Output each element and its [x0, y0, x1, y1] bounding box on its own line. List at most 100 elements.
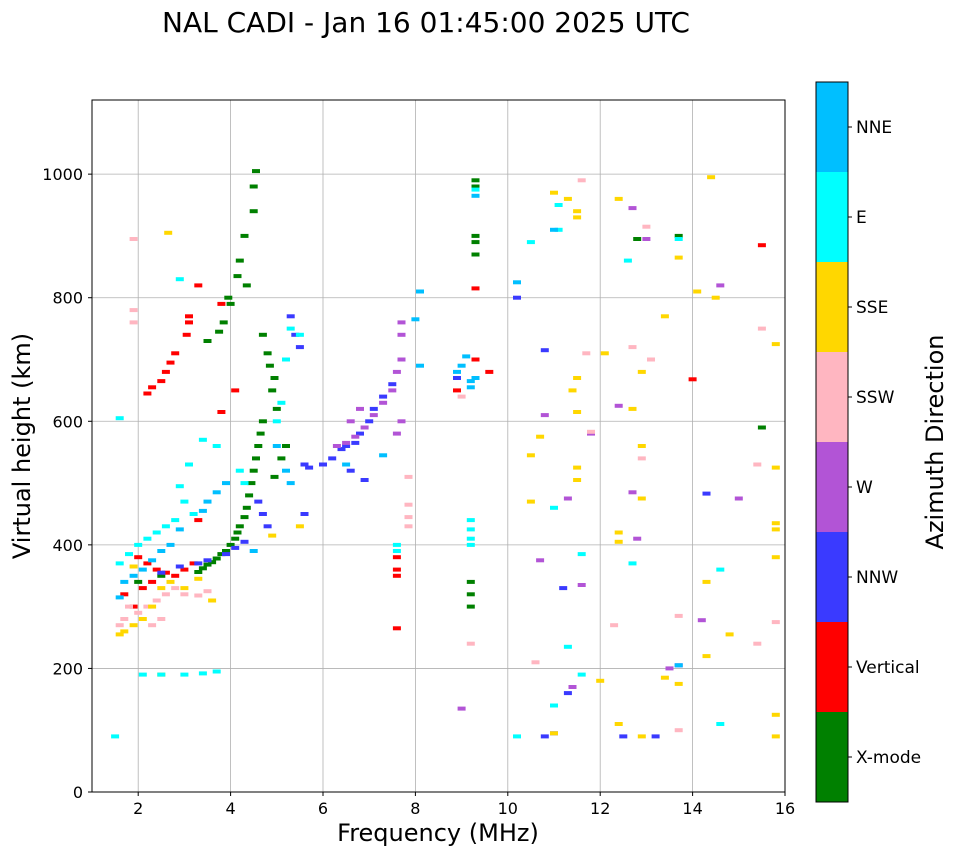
data-point-vertical: [143, 391, 152, 396]
data-point-e: [466, 518, 475, 523]
colorbar-tick-label: SSW: [856, 388, 895, 408]
x-axis-ticks: 2 4 6 8 10 12 14 16: [133, 792, 795, 818]
data-point-x-mode: [245, 493, 254, 498]
data-point-nnw: [388, 382, 397, 387]
data-point-x-mode: [222, 549, 230, 553]
data-point-x-mode: [272, 406, 281, 411]
data-point-ssw: [674, 728, 683, 733]
data-point-x-mode: [231, 536, 240, 541]
data-point-x-mode: [282, 444, 290, 448]
data-point-sse: [180, 586, 189, 591]
data-points: [111, 169, 780, 739]
data-point-w: [540, 413, 549, 418]
data-point-sse: [268, 533, 277, 538]
data-point-w: [734, 496, 743, 501]
data-point-x-mode: [471, 178, 480, 183]
data-point-w: [628, 490, 637, 495]
colorbar-tick-label: NNE: [856, 118, 892, 138]
data-point-sse: [550, 731, 558, 736]
data-point-w: [379, 400, 388, 405]
data-point-ssw: [637, 456, 646, 461]
data-point-w: [397, 357, 406, 362]
data-point-nne: [157, 549, 166, 553]
data-point-nnw: [540, 348, 549, 353]
data-point-sse: [129, 564, 138, 569]
data-point-w: [716, 283, 725, 288]
data-point-sse: [573, 465, 582, 470]
data-point-sse: [166, 579, 175, 584]
data-point-nne: [166, 542, 175, 547]
data-point-ssw: [129, 320, 138, 325]
data-point-ssw: [771, 620, 780, 625]
data-point-vertical: [148, 385, 157, 390]
data-point-x-mode: [249, 209, 258, 214]
data-point-w: [397, 419, 406, 424]
data-point-sse: [771, 734, 780, 739]
data-point-vertical: [157, 379, 166, 384]
data-point-e: [115, 561, 124, 566]
plot-area: [92, 100, 785, 792]
data-point-e: [198, 437, 207, 442]
data-point-w: [332, 444, 341, 448]
data-point-x-mode: [240, 233, 249, 238]
data-point-sse: [568, 388, 577, 393]
data-point-nne: [416, 363, 424, 368]
y-tick-label: 1000: [42, 165, 83, 184]
data-point-ssw: [647, 357, 655, 362]
data-point-x-mode: [203, 562, 212, 567]
data-point-sse: [771, 527, 780, 532]
data-point-nne: [466, 385, 475, 390]
data-point-x-mode: [263, 351, 272, 356]
data-point-e: [161, 524, 170, 529]
data-point-nnw: [175, 564, 184, 569]
data-point-e: [577, 672, 586, 677]
data-point-w: [346, 419, 355, 424]
data-point-e: [286, 326, 295, 331]
data-point-sse: [208, 598, 217, 603]
y-axis-label: Virtual height (km): [8, 333, 36, 559]
colorbar-tick-label: SSE: [856, 298, 888, 318]
data-point-nnw: [157, 570, 166, 575]
data-point-ssw: [143, 604, 152, 609]
data-point-sse: [660, 675, 669, 680]
data-point-e: [157, 672, 166, 677]
colorbar-segment: [816, 262, 848, 352]
data-point-e: [526, 240, 535, 245]
data-point-nnw: [619, 734, 628, 739]
data-point-nne: [138, 567, 147, 572]
data-point-x-mode: [466, 604, 475, 609]
y-axis-ticks: 0 200 400 600 800 1000: [42, 165, 92, 802]
data-point-sse: [573, 410, 582, 414]
data-point-nne: [175, 527, 184, 532]
data-point-ssw: [577, 178, 586, 183]
data-point-ssw: [457, 394, 466, 399]
data-point-x-mode: [268, 388, 277, 393]
colorbar-segment: [816, 532, 848, 622]
data-point-nnw: [263, 524, 272, 529]
data-point-sse: [614, 722, 623, 726]
data-point-x-mode: [633, 237, 642, 241]
data-point-vertical: [148, 579, 157, 584]
data-point-w: [388, 388, 397, 393]
data-point-sse: [600, 351, 609, 356]
data-point-sse: [637, 444, 646, 448]
colorbar-segment: [816, 622, 848, 712]
data-point-w: [642, 237, 651, 241]
data-point-x-mode: [226, 301, 235, 306]
data-point-nne: [457, 363, 466, 368]
data-point-nnw: [559, 586, 568, 591]
data-point-vertical: [471, 286, 480, 291]
data-point-e: [185, 462, 193, 467]
gridlines: [92, 100, 786, 793]
x-tick-label: 14: [682, 799, 702, 818]
data-point-e: [272, 419, 281, 424]
data-point-w: [665, 666, 674, 671]
data-point-e: [171, 518, 180, 523]
data-point-x-mode: [256, 431, 265, 436]
data-point-e: [212, 444, 221, 448]
colorbar-label: Azimuth Direction: [921, 335, 949, 550]
y-tick-label: 200: [52, 659, 83, 678]
data-point-x-mode: [247, 481, 256, 486]
data-point-nne: [203, 499, 212, 504]
data-point-e: [152, 530, 161, 535]
